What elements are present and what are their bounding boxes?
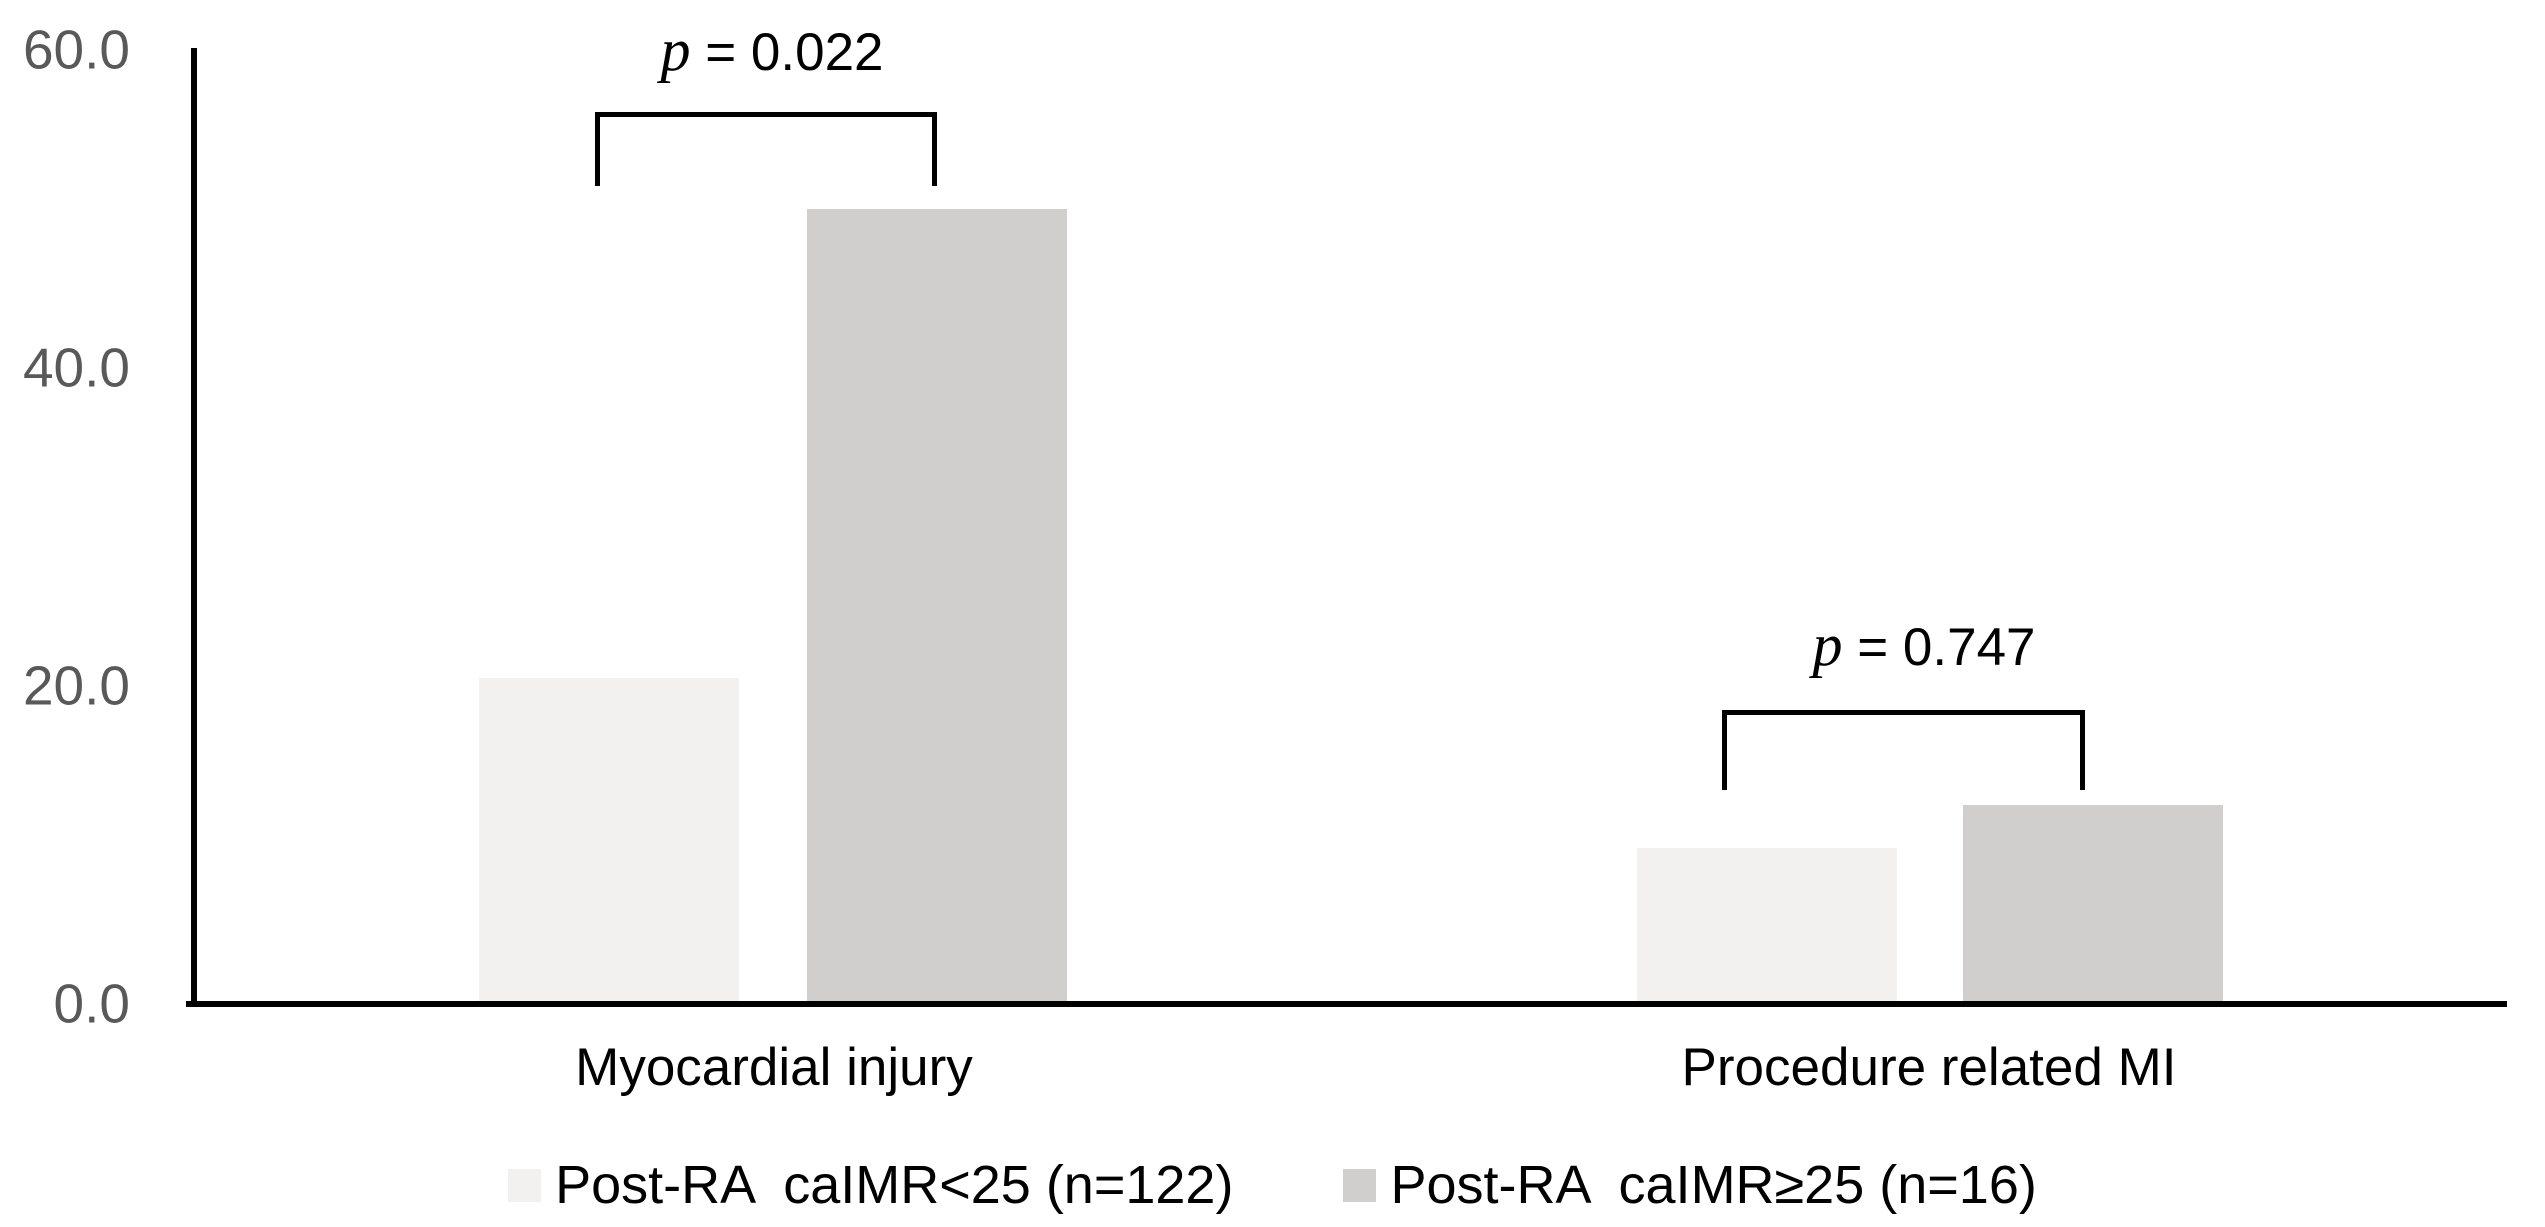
p-value-text: = 0.747 [1842, 618, 2036, 677]
legend: Post-RA caIMR<25 (n=122) Post-RA caIMR≥25… [0, 1150, 2545, 1220]
significance-bracket [1722, 710, 2085, 790]
y-axis-tick-label: 60.0 [22, 18, 130, 81]
legend-label: Post-RA caIMR≥25 (n=16) [1390, 1155, 2037, 1215]
bar-caimr-lt25-group2 [1637, 848, 1897, 1004]
p-value-text: = 0.022 [690, 23, 884, 82]
y-axis-tick-label: 0.0 [53, 972, 130, 1035]
x-axis-line [186, 1001, 2507, 1007]
y-axis-tick-label: 40.0 [22, 336, 130, 399]
bar-caimr-ge25-group1 [807, 209, 1067, 1004]
bar-caimr-ge25-group2 [1963, 805, 2223, 1004]
legend-item: Post-RA caIMR<25 (n=122) [508, 1158, 1233, 1212]
category-label: Myocardial injury [575, 1038, 973, 1097]
p-value-label: p = 0.747 [1812, 615, 2036, 677]
significance-bracket [595, 112, 937, 186]
category-label: Procedure related MI [1681, 1038, 2177, 1097]
legend-label: Post-RA caIMR<25 (n=122) [555, 1155, 1234, 1215]
p-symbol: p [1812, 612, 1843, 678]
y-axis-line [191, 48, 197, 1007]
y-axis-tick-label: 20.0 [22, 654, 130, 717]
p-symbol: p [660, 17, 691, 83]
legend-swatch-icon [508, 1168, 542, 1202]
legend-item: Post-RA caIMR≥25 (n=16) [1343, 1155, 2037, 1215]
bar-caimr-lt25-group1 [479, 678, 739, 1004]
legend-swatch-icon [1343, 1168, 1377, 1202]
p-value-label: p = 0.022 [660, 20, 884, 82]
